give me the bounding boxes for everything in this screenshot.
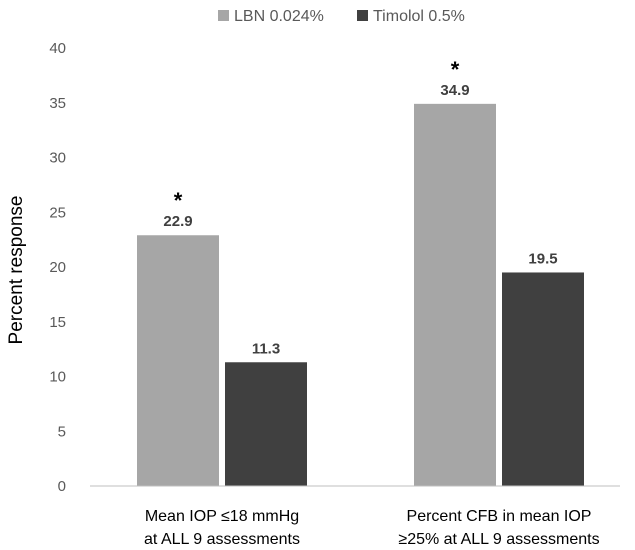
y-tick-label: 35 <box>49 95 66 112</box>
y-tick-label: 15 <box>49 314 66 331</box>
x-tick-label: ≥25% at ALL 9 assessments <box>398 531 599 548</box>
data-label: 19.5 <box>528 250 557 267</box>
data-label: 22.9 <box>163 213 192 230</box>
y-tick-label: 30 <box>49 150 66 167</box>
y-axis-label: Percent response <box>6 196 27 345</box>
legend-swatch <box>218 10 229 21</box>
bar <box>502 272 584 486</box>
legend-swatch <box>357 10 368 21</box>
y-tick-label: 40 <box>49 40 66 57</box>
significance-marker: * <box>174 188 183 213</box>
x-tick-label: Percent CFB in mean IOP <box>407 508 592 525</box>
y-tick-label: 10 <box>49 369 66 386</box>
plot-area: 22.9*11.334.9*19.5 <box>137 57 584 486</box>
y-tick-label: 20 <box>49 259 66 276</box>
legend: LBN 0.024% Timolol 0.5% <box>218 8 465 25</box>
bar <box>225 362 307 486</box>
data-label: 11.3 <box>252 340 280 357</box>
legend-label: Timolol 0.5% <box>373 8 465 25</box>
y-tick-label: 0 <box>58 478 66 495</box>
x-tick-label: at ALL 9 assessments <box>144 531 300 548</box>
legend-item: LBN 0.024% <box>218 8 324 25</box>
legend-label: LBN 0.024% <box>234 8 324 25</box>
bar <box>414 103 496 486</box>
x-axis: Mean IOP ≤18 mmHg at ALL 9 assessments Per… <box>144 508 600 548</box>
y-axis: Percent response 0 5 10 15 20 25 30 35 40 <box>6 40 66 495</box>
significance-marker: * <box>451 57 460 82</box>
legend-item: Timolol 0.5% <box>357 8 465 25</box>
bar <box>137 235 219 486</box>
data-label: 34.9 <box>440 82 469 99</box>
y-tick-label: 25 <box>49 204 66 221</box>
y-tick-label: 5 <box>58 423 66 440</box>
x-tick-label: Mean IOP ≤18 mmHg <box>145 508 299 525</box>
